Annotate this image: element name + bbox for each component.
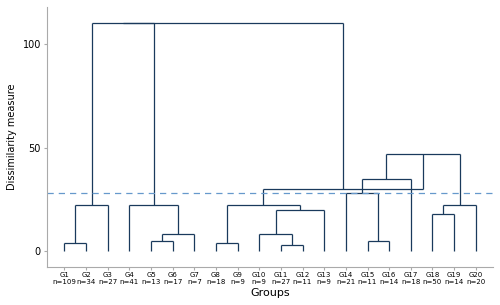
X-axis label: Groups: Groups <box>250 288 290 298</box>
Y-axis label: Dissimilarity measure: Dissimilarity measure <box>7 84 17 190</box>
